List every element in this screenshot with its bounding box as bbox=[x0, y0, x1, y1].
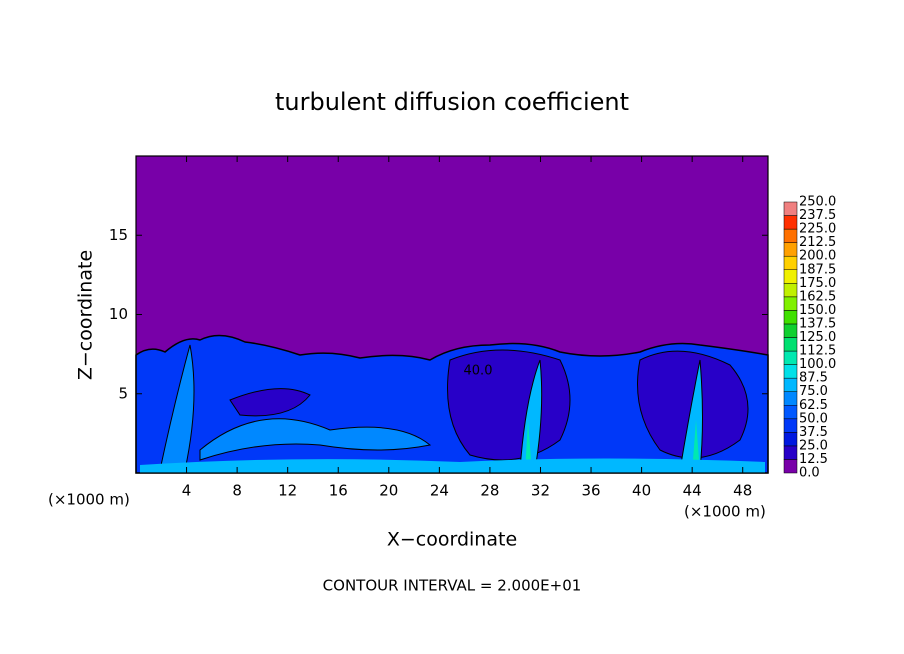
colorbar-swatch bbox=[783, 337, 798, 352]
colorbar-swatch bbox=[783, 242, 798, 257]
colorbar-label: 137.5 bbox=[799, 316, 836, 331]
x-axis-label: X−coordinate bbox=[387, 529, 517, 551]
x-tick-label: 32 bbox=[531, 482, 550, 500]
colorbar-swatch bbox=[783, 364, 798, 379]
x-unit-label: (×1000 m) bbox=[684, 503, 766, 521]
colorbar-label: 200.0 bbox=[799, 249, 836, 264]
colorbar-swatch bbox=[783, 377, 798, 392]
y-axis-label: Z−coordinate bbox=[75, 250, 97, 380]
colorbar-swatch bbox=[783, 269, 798, 284]
colorbar-swatch bbox=[783, 323, 798, 338]
colorbar-label: 100.0 bbox=[799, 357, 836, 372]
colorbar-label: 175.0 bbox=[799, 276, 836, 291]
colorbar-swatch bbox=[783, 445, 798, 460]
colorbar-label: 250.0 bbox=[799, 195, 836, 210]
colorbar-label: 62.5 bbox=[799, 398, 828, 413]
colorbar-label: 50.0 bbox=[799, 411, 828, 426]
x-tick-label: 12 bbox=[278, 482, 297, 500]
colorbar-label: 87.5 bbox=[799, 371, 828, 386]
colorbar-swatch bbox=[783, 432, 798, 447]
colorbar-swatch bbox=[783, 350, 798, 365]
colorbar-label: 187.5 bbox=[799, 262, 836, 277]
colorbar-label: 25.0 bbox=[799, 438, 828, 453]
colorbar-swatch bbox=[783, 418, 798, 433]
colorbar-label: 12.5 bbox=[799, 452, 828, 467]
colorbar-swatch bbox=[783, 459, 798, 474]
colorbar-label: 225.0 bbox=[799, 222, 836, 237]
colorbar-label: 150.0 bbox=[799, 303, 836, 318]
y-tick-label: 10 bbox=[109, 305, 128, 323]
x-unit-label: (×1000 m) bbox=[48, 491, 130, 509]
colorbar-swatch bbox=[783, 283, 798, 298]
x-tick-label: 24 bbox=[430, 482, 449, 500]
colorbar-label: 125.0 bbox=[799, 330, 836, 345]
colorbar-swatch bbox=[783, 296, 798, 311]
colorbar-label: 212.5 bbox=[799, 235, 836, 250]
colorbar-label: 75.0 bbox=[799, 384, 828, 399]
colorbar-swatch bbox=[783, 201, 798, 216]
x-tick-label: 16 bbox=[329, 482, 348, 500]
x-tick-label: 44 bbox=[683, 482, 702, 500]
colorbar-label: 0.0 bbox=[799, 466, 820, 481]
y-tick-label: 15 bbox=[109, 226, 128, 244]
x-tick-label: 20 bbox=[379, 482, 398, 500]
x-tick-label: 8 bbox=[232, 482, 242, 500]
contour-label: 40.0 bbox=[464, 364, 493, 379]
colorbar-label: 162.5 bbox=[799, 289, 836, 304]
x-tick-label: 36 bbox=[581, 482, 600, 500]
colorbar-swatch bbox=[783, 228, 798, 243]
colorbar-label: 37.5 bbox=[799, 425, 828, 440]
colorbar-swatch bbox=[783, 310, 798, 325]
x-tick-label: 4 bbox=[182, 482, 192, 500]
colorbar-swatch bbox=[783, 391, 798, 406]
x-tick-label: 28 bbox=[480, 482, 499, 500]
colorbar-label: 237.5 bbox=[799, 208, 836, 223]
contour-field bbox=[135, 334, 769, 474]
x-tick-label: 40 bbox=[632, 482, 651, 500]
x-tick-label: 48 bbox=[733, 482, 752, 500]
colorbar-label: 112.5 bbox=[799, 344, 836, 359]
colorbar-swatch bbox=[783, 215, 798, 230]
colorbar-swatch bbox=[783, 405, 798, 420]
chart-title: turbulent diffusion coefficient bbox=[275, 88, 629, 116]
y-tick-label: 5 bbox=[118, 384, 128, 402]
colorbar-swatch bbox=[783, 255, 798, 271]
annotation: CONTOUR INTERVAL = 2.000E+01 bbox=[323, 577, 582, 595]
